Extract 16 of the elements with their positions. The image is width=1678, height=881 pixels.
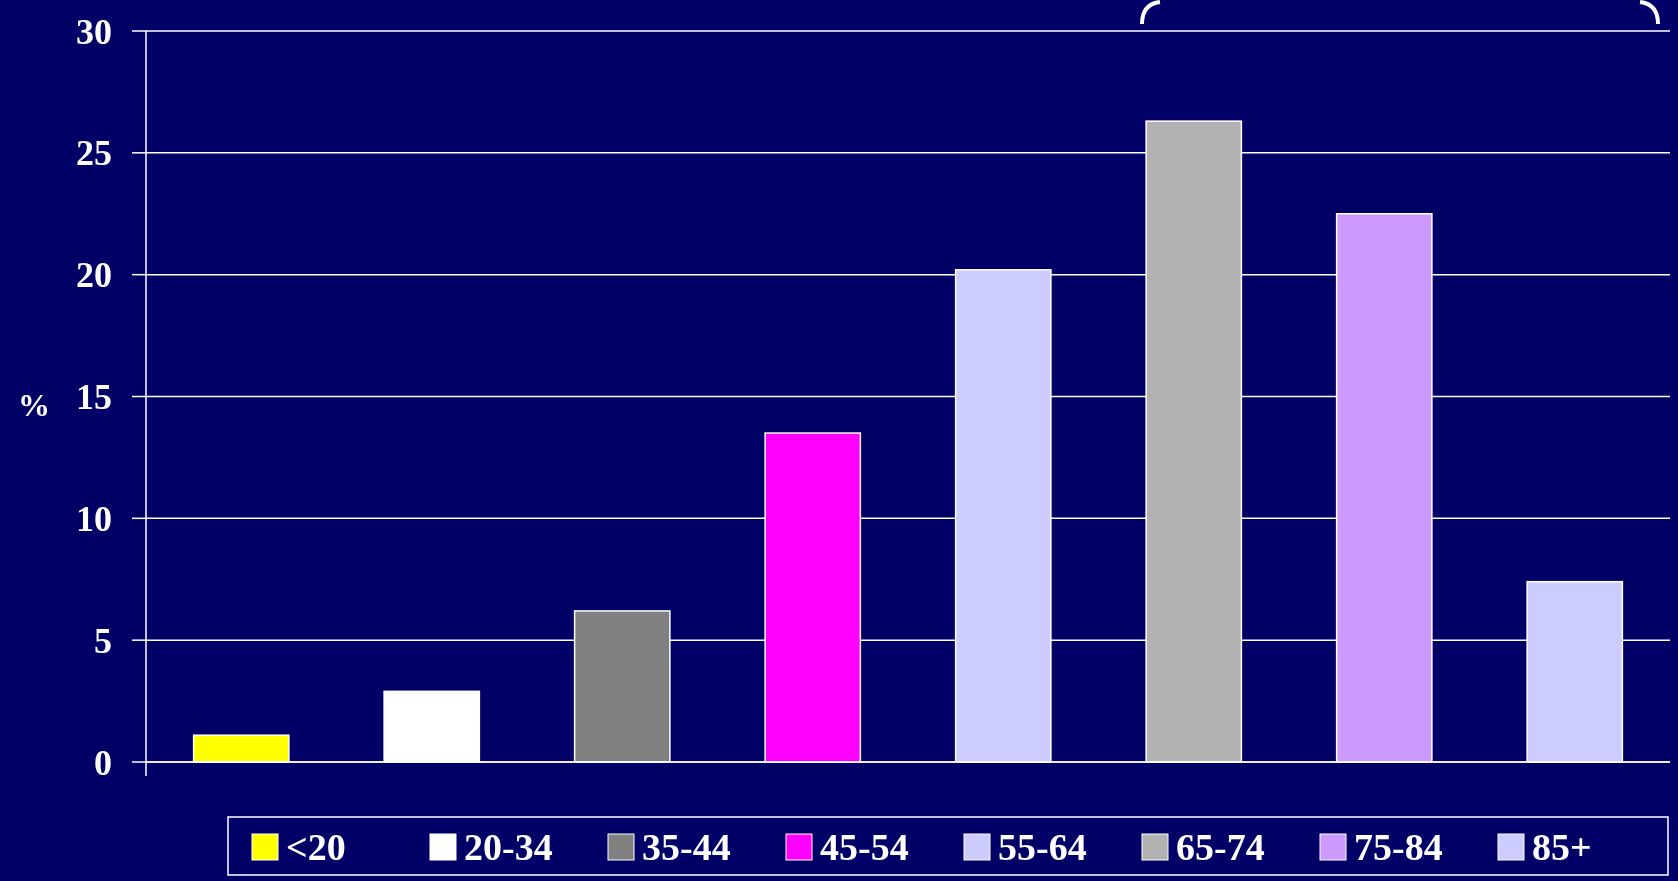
legend-label: 45-54	[820, 826, 909, 869]
y-tick-label: 15	[76, 377, 112, 418]
y-tick-label: 20	[76, 255, 112, 296]
legend-label: 35-44	[642, 826, 731, 869]
y-tick-label: 25	[76, 133, 112, 174]
legend-label: 65-74	[1176, 826, 1265, 869]
legend-label: 55-64	[998, 826, 1087, 869]
legend-label: <20	[286, 826, 346, 869]
legend-label: 85+	[1532, 826, 1592, 869]
legend-label: 20-34	[464, 826, 553, 869]
y-tick-label: 5	[94, 620, 112, 661]
legend-label: 75-84	[1354, 826, 1443, 869]
y-tick-label: 0	[94, 742, 112, 783]
y-tick-label: 10	[76, 498, 112, 539]
y-tick-label: 30	[76, 11, 112, 52]
y-axis-title: %	[18, 386, 50, 423]
